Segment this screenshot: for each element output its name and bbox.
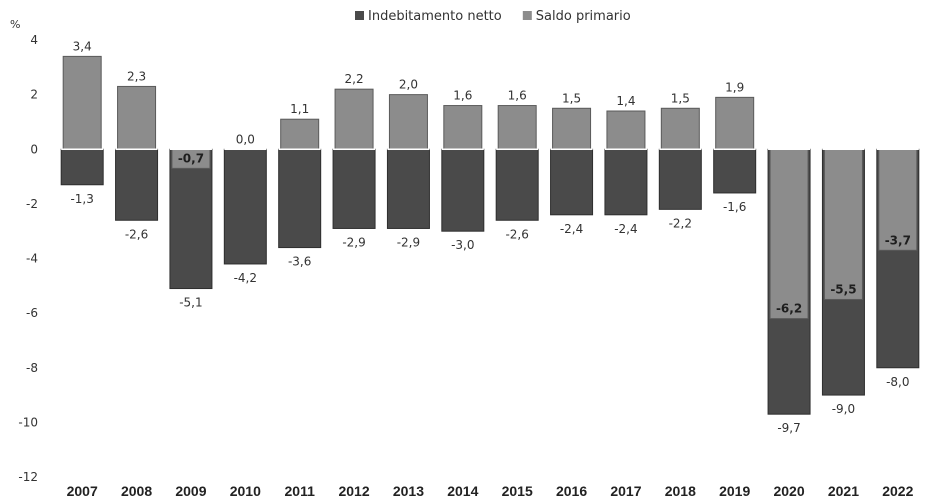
- data-label-indebitamento-netto: -2,4: [614, 222, 637, 236]
- x-tick-label: 2011: [285, 483, 316, 499]
- bar-indebitamento-netto: [169, 148, 213, 290]
- bar-indebitamento-netto: [332, 148, 376, 229]
- y-tick-label: -10: [18, 415, 38, 429]
- x-tick-label: 2021: [828, 483, 859, 499]
- data-label-indebitamento-netto: -2,4: [560, 222, 583, 236]
- legend-swatch: [522, 11, 532, 20]
- data-label-indebitamento-netto: -2,6: [505, 227, 528, 241]
- legend-label: Indebitamento netto: [368, 9, 502, 24]
- x-tick-label: 2007: [67, 483, 98, 499]
- data-label-saldo-primario: 1,4: [616, 94, 635, 108]
- data-label-indebitamento-netto: -3,0: [451, 238, 474, 252]
- bar-saldo-primario: [497, 105, 537, 150]
- bar-saldo-primario: [715, 96, 755, 150]
- y-tick-label: 4: [30, 33, 38, 47]
- bar-saldo-primario: [606, 110, 646, 150]
- data-label-indebitamento-netto: -2,9: [397, 235, 420, 249]
- x-tick-label: 2015: [502, 483, 533, 499]
- data-label-indebitamento-netto: -9,0: [832, 402, 855, 416]
- y-tick-label: -12: [18, 470, 38, 484]
- data-label-indebitamento-netto: -2,2: [669, 216, 692, 230]
- y-tick-label: -6: [26, 306, 38, 320]
- data-label-indebitamento-netto: -1,6: [723, 200, 746, 214]
- bar-saldo-primario: [823, 148, 863, 300]
- data-label-saldo-primario: 2,2: [345, 72, 364, 86]
- bar-saldo-primario: [769, 148, 809, 320]
- data-label-saldo-primario: -6,2: [776, 302, 802, 316]
- bar-saldo-primario: [660, 107, 700, 150]
- data-label-saldo-primario: 0,0: [236, 132, 255, 146]
- x-tick-label: 2008: [121, 483, 152, 499]
- y-tick-label: 2: [30, 88, 38, 102]
- bar-indebitamento-netto: [658, 148, 702, 210]
- x-tick-label: 2009: [175, 483, 206, 499]
- x-tick-label: 2012: [338, 483, 369, 499]
- data-label-saldo-primario: -3,7: [885, 233, 911, 247]
- bar-saldo-primario: [552, 107, 592, 150]
- data-label-indebitamento-netto: -4,2: [234, 271, 257, 285]
- bar-indebitamento-netto: [550, 148, 594, 216]
- bar-indebitamento-netto: [713, 148, 757, 194]
- bar-saldo-primario: [280, 118, 320, 150]
- bar-indebitamento-netto: [495, 148, 539, 221]
- bar-indebitamento-netto: [60, 148, 104, 186]
- bar-indebitamento-netto: [386, 148, 430, 229]
- legend-label: Saldo primario: [536, 9, 631, 24]
- bar-saldo-primario: [878, 148, 918, 251]
- bar-indebitamento-netto: [223, 148, 267, 265]
- data-label-indebitamento-netto: -9,7: [777, 421, 800, 435]
- data-label-indebitamento-netto: -5,1: [179, 296, 202, 310]
- data-label-saldo-primario: -5,5: [830, 282, 856, 296]
- bar-indebitamento-netto: [441, 148, 485, 232]
- y-tick-label: -4: [26, 252, 38, 266]
- x-tick-label: 2016: [556, 483, 587, 499]
- bar-indebitamento-netto: [278, 148, 322, 249]
- data-label-indebitamento-netto: -2,6: [125, 227, 148, 241]
- bar-saldo-primario: [62, 55, 102, 150]
- legend-swatch: [355, 11, 364, 20]
- x-tick-label: 2013: [393, 483, 424, 499]
- x-tick-label: 2014: [447, 483, 478, 499]
- x-tick-label: 2020: [773, 483, 804, 499]
- bar-saldo-primario: [334, 88, 374, 150]
- data-label-saldo-primario: 2,0: [399, 78, 418, 92]
- data-label-saldo-primario: 1,1: [290, 102, 309, 116]
- data-label-indebitamento-netto: -2,9: [342, 235, 365, 249]
- data-label-saldo-primario: 3,4: [73, 39, 92, 53]
- y-tick-label: -8: [26, 361, 38, 375]
- y-tick-label: 0: [30, 142, 38, 156]
- bar-saldo-primario: [117, 85, 157, 150]
- data-label-saldo-primario: 1,6: [453, 89, 472, 103]
- bar-indebitamento-netto: [115, 148, 159, 221]
- data-label-saldo-primario: 1,5: [562, 91, 581, 105]
- y-tick-label: -2: [26, 197, 38, 211]
- bar-saldo-primario: [388, 94, 428, 150]
- data-label-indebitamento-netto: -1,3: [70, 192, 93, 206]
- bar-indebitamento-netto: [604, 148, 648, 216]
- data-label-saldo-primario: 1,6: [508, 89, 527, 103]
- y-axis-unit-label: %: [10, 18, 20, 31]
- data-label-saldo-primario: 1,9: [725, 80, 744, 94]
- x-tick-label: 2017: [610, 483, 641, 499]
- data-label-saldo-primario: 2,3: [127, 69, 146, 83]
- x-tick-label: 2019: [719, 483, 750, 499]
- data-label-saldo-primario: 1,5: [671, 91, 690, 105]
- data-label-indebitamento-netto: -8,0: [886, 375, 909, 389]
- x-tick-label: 2010: [230, 483, 261, 499]
- bar-saldo-primario: [443, 105, 483, 150]
- x-tick-label: 2022: [882, 483, 913, 499]
- data-label-saldo-primario: -0,7: [178, 151, 204, 165]
- x-tick-label: 2018: [665, 483, 696, 499]
- data-label-indebitamento-netto: -3,6: [288, 255, 311, 269]
